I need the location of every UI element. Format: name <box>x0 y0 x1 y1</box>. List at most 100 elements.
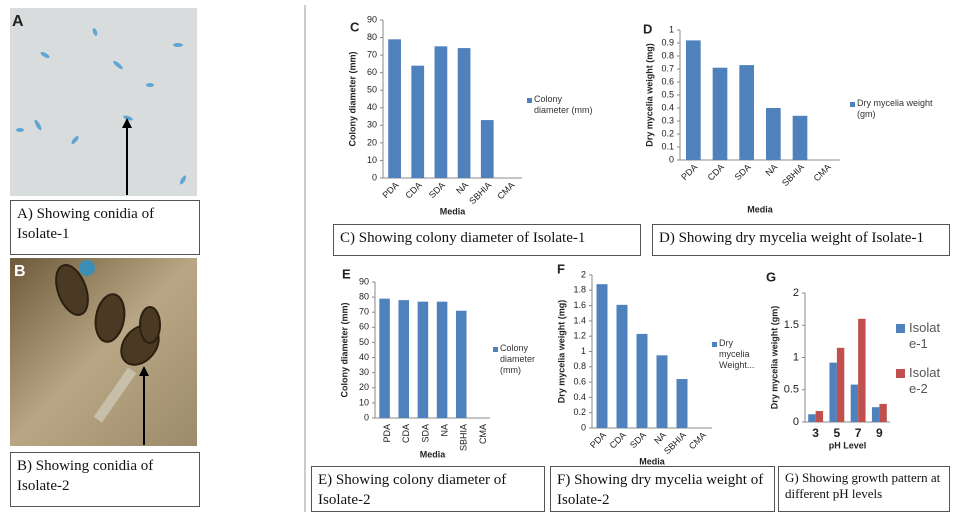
bar <box>388 39 401 178</box>
y-axis-label: Colony diameter (mm) <box>339 302 349 397</box>
panel-label: C <box>350 19 360 34</box>
y-tick-label: 0 <box>669 154 674 164</box>
y-tick-label: 1.6 <box>573 300 586 310</box>
caption: D) Showing dry mycelia weight of Isolate… <box>652 224 950 256</box>
y-tick-label: 2 <box>581 269 586 279</box>
bar <box>418 302 429 418</box>
y-tick-label: 70 <box>367 49 377 59</box>
y-tick-label: 0.8 <box>661 50 674 60</box>
y-tick-label: 80 <box>359 291 369 301</box>
panel-label: F <box>557 261 565 276</box>
legend-label: Colony diameter (mm) <box>500 343 544 375</box>
x-axis-label: Media <box>440 206 467 216</box>
x-tick-label: NA <box>764 162 780 178</box>
bar <box>637 334 648 428</box>
y-tick-label: 0.2 <box>573 407 586 417</box>
x-tick-label: CMA <box>495 180 516 201</box>
y-tick-label: 0.4 <box>661 102 674 112</box>
y-tick-label: 0.8 <box>573 361 586 371</box>
panel-label: B <box>14 263 26 280</box>
panel-label: A <box>12 13 24 30</box>
x-tick-label: PDA <box>382 424 392 443</box>
y-tick-label: 1 <box>669 24 674 34</box>
bar <box>879 404 886 422</box>
caption: F) Showing dry mycelia weight of Isolate… <box>550 466 775 512</box>
x-axis-label: Media <box>747 204 774 214</box>
figure: A B C0102030405060708090PDACDASDANASBHIA… <box>0 0 956 512</box>
y-tick-label: 90 <box>367 14 377 24</box>
y-tick-label: 20 <box>359 382 369 392</box>
stain <box>79 260 95 276</box>
bar <box>858 319 865 422</box>
caption: B) Showing conidia of Isolate-2 <box>10 452 200 507</box>
y-tick-label: 0.5 <box>661 89 674 99</box>
x-axis-label: Media <box>639 456 666 466</box>
bar <box>398 300 409 418</box>
x-tick-label: CMA <box>687 430 708 451</box>
caption: A) Showing conidia of Isolate-1 <box>10 200 200 255</box>
x-tick-label: CDA <box>401 424 411 443</box>
bar <box>793 116 808 160</box>
bar <box>411 66 424 178</box>
y-tick-label: 0.5 <box>784 384 799 396</box>
y-tick-label: 60 <box>359 322 369 332</box>
y-tick-label: 90 <box>359 276 369 286</box>
x-axis-label: Media <box>420 449 447 459</box>
y-tick-label: 50 <box>367 85 377 95</box>
x-tick-label: NA <box>439 424 449 437</box>
bar <box>766 108 781 160</box>
legend-swatch <box>896 369 905 378</box>
y-axis-label: Dry mycelia weight (gm) <box>769 306 779 410</box>
y-tick-label: 0 <box>364 412 369 422</box>
y-tick-label: 1.5 <box>784 319 799 331</box>
x-tick-label: CMA <box>478 424 488 444</box>
y-tick-label: 20 <box>367 137 377 147</box>
y-tick-label: 0.3 <box>661 115 674 125</box>
x-tick-label: NA <box>454 180 470 196</box>
x-tick-label: CDA <box>706 162 727 183</box>
x-tick-label: SBHIA <box>662 430 688 456</box>
bar <box>739 65 754 160</box>
bar <box>437 302 448 418</box>
legend-swatch <box>896 324 905 333</box>
bar <box>597 284 608 428</box>
x-tick-label: 3 <box>812 426 819 440</box>
x-tick-label: PDA <box>588 430 608 450</box>
y-tick-label: 0.7 <box>661 63 674 73</box>
y-axis-label: Dry mycelia weight (mg) <box>644 43 654 147</box>
legend-label: Isolate-1 <box>909 320 945 351</box>
y-tick-label: 0.4 <box>573 392 586 402</box>
x-tick-label: CDA <box>403 180 424 201</box>
y-tick-label: 30 <box>367 120 377 130</box>
panel-label: G <box>766 269 776 284</box>
x-tick-label: SBHIA <box>780 162 806 188</box>
photo-a <box>10 8 197 196</box>
legend-label: Dry mycelia weight (gm) <box>857 98 934 120</box>
y-tick-label: 40 <box>359 352 369 362</box>
y-tick-label: 80 <box>367 32 377 42</box>
legend-label: Isolate-2 <box>909 365 945 396</box>
bar <box>808 414 815 422</box>
legend-label: Colony diameter (mm) <box>534 94 596 116</box>
y-tick-label: 40 <box>367 102 377 112</box>
x-tick-label: 9 <box>876 426 883 440</box>
bar <box>872 407 879 422</box>
legend-swatch <box>850 102 855 107</box>
y-tick-label: 0.1 <box>661 141 674 151</box>
y-tick-label: 2 <box>793 287 799 299</box>
y-tick-label: 0.2 <box>661 128 674 138</box>
x-tick-label: PDA <box>679 162 699 182</box>
y-tick-label: 1.8 <box>573 285 586 295</box>
bar <box>677 379 688 428</box>
caption: C) Showing colony diameter of Isolate-1 <box>333 224 641 256</box>
bar <box>617 305 628 428</box>
y-tick-label: 30 <box>359 367 369 377</box>
legend-swatch <box>712 342 717 347</box>
x-tick-label: SDA <box>420 424 430 443</box>
y-tick-label: 60 <box>367 67 377 77</box>
bar <box>435 46 448 178</box>
y-axis-label: Dry mycelia weight (mg) <box>556 300 566 404</box>
y-tick-label: 0.6 <box>661 76 674 86</box>
y-tick-label: 0 <box>372 172 377 182</box>
bar <box>657 355 668 428</box>
